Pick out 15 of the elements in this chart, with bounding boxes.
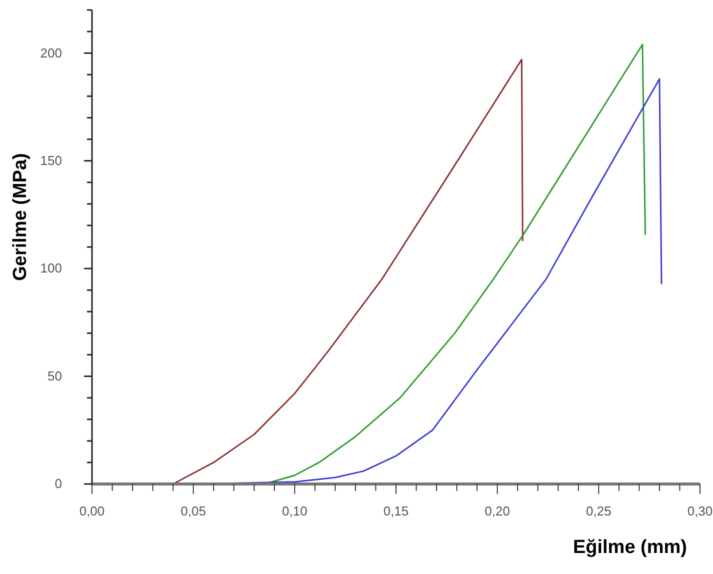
x-tick-label: 0,25 bbox=[586, 504, 612, 519]
x-tick-label: 0,20 bbox=[484, 504, 510, 519]
x-tick-label: 0,15 bbox=[383, 504, 409, 519]
y-tick-label: 100 bbox=[40, 260, 62, 276]
x-tick-label: 0,30 bbox=[687, 504, 713, 519]
y-axis-title: Gerilme (MPa) bbox=[10, 153, 31, 281]
y-tick-label: 200 bbox=[40, 45, 62, 60]
x-tick-label: 0,00 bbox=[79, 504, 105, 519]
x-tick-label: 0,10 bbox=[282, 504, 308, 519]
x-tick-label: 0,05 bbox=[180, 504, 206, 519]
y-tick-label: 50 bbox=[48, 368, 62, 384]
line-series bbox=[172, 58, 524, 485]
y-tick-label: 0 bbox=[54, 476, 62, 492]
x-axis-title: Eğilme (mm) bbox=[572, 537, 687, 558]
y-tick-label: 150 bbox=[40, 152, 62, 168]
